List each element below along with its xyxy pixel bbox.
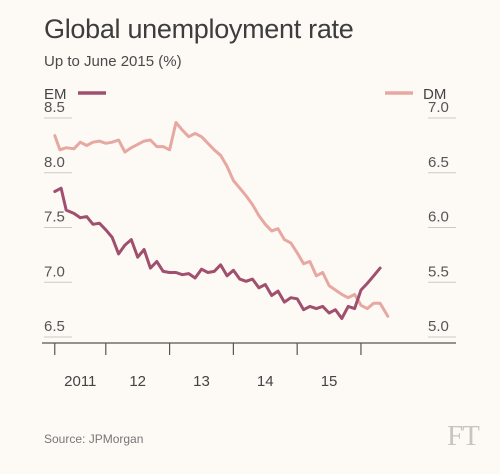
left-axis-tick-label: 6.5 — [44, 318, 65, 335]
x-axis-tick-label: 12 — [129, 373, 146, 390]
left-axis-tick-label: 8.5 — [44, 99, 65, 116]
source-note: Source: JPMorgan — [44, 432, 144, 446]
series-line-dm — [53, 121, 390, 318]
legend: EM DM — [44, 86, 446, 103]
legend-label-em: EM — [44, 86, 67, 103]
series-lines — [53, 121, 390, 320]
x-axis-tick-label: 14 — [257, 373, 274, 390]
x-axis-tick-label: 15 — [321, 373, 338, 390]
right-axis-tick-label: 6.0 — [428, 209, 449, 226]
ft-logo: FT — [447, 420, 480, 452]
left-axis-tick-label: 7.0 — [44, 263, 65, 280]
left-axis-tick-label: 7.5 — [44, 209, 65, 226]
x-axis-tick-label: 2011 — [64, 373, 96, 390]
right-axis-tick-label: 7.0 — [428, 99, 449, 116]
legend-label-dm: DM — [423, 86, 446, 103]
right-axis-tick-label: 5.5 — [428, 263, 449, 280]
chart-subtitle: Up to June 2015 (%) — [44, 53, 182, 70]
chart-title: Global unemployment rate — [44, 14, 354, 44]
left-axis-tick-label: 8.0 — [44, 154, 65, 171]
series-line-em — [53, 186, 382, 320]
right-axis-tick-label: 6.5 — [428, 154, 449, 171]
right-axis-tick-label: 5.0 — [428, 318, 449, 335]
x-axis-tick-label: 13 — [193, 373, 210, 390]
axes: 6.5 7.0 7.5 8.0 8.5 5.0 5.5 6.0 6.5 7.0 2011 12 13 14… — [42, 99, 456, 390]
